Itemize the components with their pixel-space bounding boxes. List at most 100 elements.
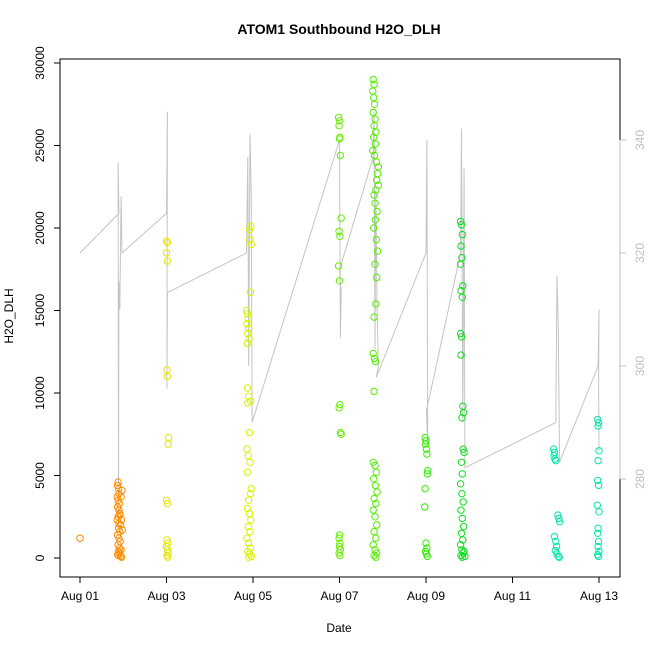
data-point <box>457 242 465 250</box>
data-point <box>244 522 252 531</box>
data-point <box>422 437 430 445</box>
y-tick-label: 5000 <box>33 462 47 489</box>
data-point <box>457 221 466 229</box>
data-point <box>456 217 465 226</box>
data-point <box>247 485 256 493</box>
data-point <box>595 447 603 455</box>
data-point <box>373 549 381 557</box>
data-point <box>594 476 602 485</box>
data-point <box>117 493 125 501</box>
data-point <box>244 329 252 338</box>
data-point <box>371 260 379 268</box>
data-point <box>459 522 468 531</box>
data-point <box>456 329 465 338</box>
data-point <box>163 546 172 554</box>
data-point <box>245 334 253 343</box>
secondary-trace-layer <box>79 111 600 525</box>
data-point <box>554 511 562 519</box>
data-point <box>334 262 343 270</box>
data-point <box>118 526 127 534</box>
data-point <box>247 240 256 249</box>
data-point <box>373 488 381 496</box>
data-point <box>243 384 252 392</box>
data-point <box>423 470 431 478</box>
data-point <box>460 547 468 556</box>
data-point <box>243 339 252 348</box>
data-point <box>594 422 602 430</box>
data-point <box>369 87 377 95</box>
data-point <box>594 537 603 546</box>
data-point <box>370 191 378 199</box>
data-point <box>458 470 466 478</box>
data-point <box>246 235 254 244</box>
y-tick-label: 10000 <box>33 376 47 410</box>
data-point <box>373 207 381 216</box>
y-tick-label: 20000 <box>33 211 47 245</box>
data-point <box>369 108 377 117</box>
secondary-trace-line <box>79 111 600 525</box>
data-point <box>595 547 603 556</box>
data-point <box>370 122 378 130</box>
data-point <box>458 293 466 301</box>
data-point <box>370 354 379 363</box>
data-point <box>372 186 380 194</box>
data-point <box>421 503 429 511</box>
data-point <box>162 237 171 245</box>
data-point <box>335 117 344 125</box>
data-point <box>459 498 467 506</box>
data-point <box>373 169 382 178</box>
data-point <box>456 541 465 549</box>
data-point <box>550 452 558 460</box>
x-tick-label: Aug 05 <box>234 589 272 603</box>
data-point <box>371 115 379 123</box>
data-point <box>369 506 377 514</box>
y2-tick-label: 340 <box>633 130 647 150</box>
data-point <box>335 277 344 285</box>
data-point <box>162 496 171 504</box>
data-point <box>244 452 252 460</box>
data-point <box>243 320 251 328</box>
data-point <box>373 521 381 529</box>
data-point <box>555 518 564 526</box>
x-tick-label: Aug 11 <box>494 589 531 603</box>
data-point <box>422 539 430 547</box>
data-point <box>245 496 253 504</box>
data-point <box>245 428 254 437</box>
data-point <box>369 541 377 549</box>
data-point <box>114 485 123 493</box>
data-point <box>457 458 466 466</box>
data-point <box>421 485 429 493</box>
data-point <box>113 531 122 539</box>
data-point <box>370 100 379 109</box>
data-point <box>459 549 467 557</box>
data-point <box>336 232 344 241</box>
data-point <box>117 516 126 524</box>
data-point <box>555 553 563 561</box>
data-point <box>335 227 343 236</box>
data-point <box>243 504 252 513</box>
x-tick-label: Aug 13 <box>580 589 618 603</box>
data-point <box>371 140 380 148</box>
scatter-points-layer <box>76 75 603 561</box>
data-point <box>246 458 254 466</box>
data-point <box>373 247 382 255</box>
x-axis: Aug 01 Aug 03 Aug 05 Aug 07 Aug 09 Aug 11 Aug … <box>61 576 618 603</box>
y2-tick-label: 280 <box>633 469 647 489</box>
data-point <box>372 128 380 137</box>
data-point <box>246 288 255 297</box>
data-point <box>552 537 560 546</box>
data-point <box>370 527 378 536</box>
data-point <box>594 524 602 532</box>
data-point <box>421 440 430 448</box>
data-point <box>370 494 378 503</box>
data-point <box>457 529 466 537</box>
data-point <box>458 546 466 554</box>
data-point <box>370 151 379 160</box>
data-point <box>371 513 379 521</box>
data-point <box>247 222 255 231</box>
data-point <box>371 357 380 366</box>
data-point <box>459 409 468 417</box>
data-point <box>370 224 378 232</box>
y2-axis: 280 300 320 340 <box>619 130 647 489</box>
